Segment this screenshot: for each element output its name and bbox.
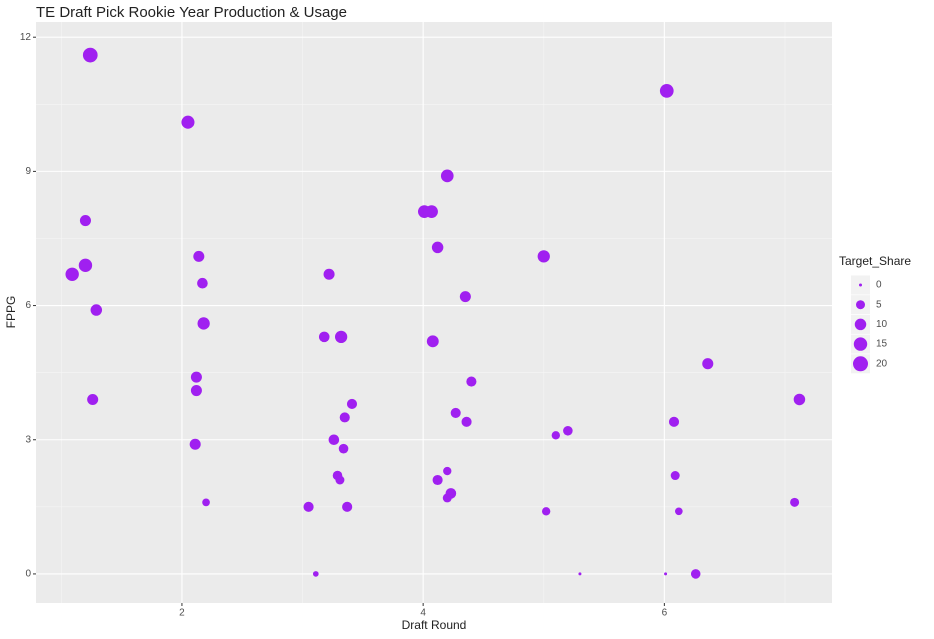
point [202,498,210,507]
y-tick-label: 12 [20,32,32,43]
legend-point [856,300,865,310]
y-tick-label: 9 [25,166,31,177]
legend-label: 20 [876,358,888,369]
point [537,250,550,263]
panel [36,22,832,603]
legend-point [859,283,862,287]
point [668,416,680,427]
point [659,84,674,98]
point [78,258,93,273]
legend-label: 0 [876,280,882,291]
point [664,572,668,576]
point [87,393,99,406]
point [541,507,551,516]
point [459,291,471,303]
legend-point [853,356,868,372]
point [670,471,680,481]
point [323,268,335,280]
point [190,371,202,383]
point [443,466,452,476]
y-axis-label: FPPG [4,296,18,329]
point [303,501,314,512]
point [189,438,201,450]
point [432,474,443,486]
point [338,443,349,454]
point [342,501,353,512]
legend-label: 15 [876,339,888,350]
point [335,475,345,485]
x-tick-label: 6 [662,608,668,619]
point [193,250,205,262]
chart-title: TE Draft Pick Rookie Year Production & U… [36,4,347,21]
point [79,215,91,227]
point [197,317,210,330]
point [82,47,98,63]
y-tick-label: 3 [25,434,31,445]
point [466,376,477,387]
point [702,358,714,370]
point [690,569,701,579]
point [346,398,358,410]
point [334,330,348,344]
point [442,493,452,503]
point [461,416,472,427]
point [551,431,560,440]
legend-label: 10 [876,319,888,330]
point [197,277,208,289]
point [339,412,350,423]
point [793,393,806,406]
point [563,426,573,436]
x-tick-label: 4 [420,608,426,619]
point [90,304,103,316]
point [578,572,582,576]
point [328,434,340,446]
legend-label: 5 [876,299,882,310]
point [426,335,439,348]
point [181,115,195,129]
point [440,169,454,183]
point [675,507,683,516]
x-axis-label: Draft Round [402,618,467,632]
legend-title: Target_Share [839,254,911,268]
y-tick-label: 0 [25,569,31,580]
point [318,331,330,343]
legend-point [854,318,867,331]
point [65,267,79,281]
point [431,241,444,254]
point [312,571,319,577]
point [450,407,461,418]
point [190,385,202,397]
legend-point [853,337,868,351]
y-tick-label: 6 [25,300,31,311]
x-tick-label: 2 [179,608,185,619]
point [790,497,800,507]
point [425,205,438,218]
